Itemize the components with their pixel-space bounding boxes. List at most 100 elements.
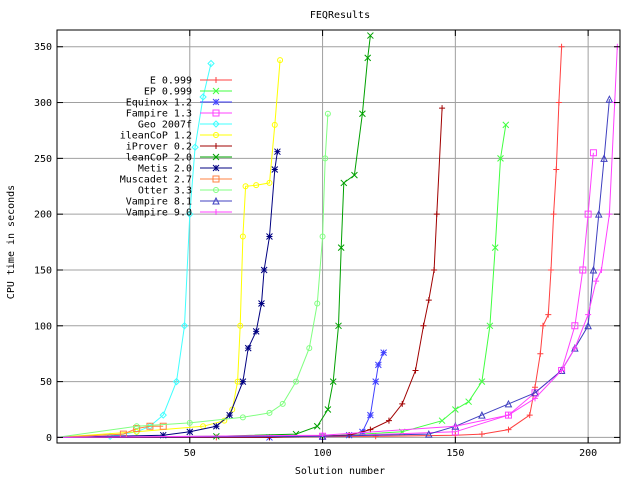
data-point <box>374 361 382 369</box>
y-tick-label: 100 <box>34 321 52 332</box>
data-point <box>322 155 329 162</box>
data-point <box>266 233 273 240</box>
data-point <box>431 266 438 273</box>
legend-label: Vampire 9.0 <box>126 208 192 219</box>
data-point <box>159 422 167 430</box>
legend-entry: Geo 2007f <box>138 120 232 131</box>
data-point <box>584 210 592 218</box>
data-point <box>340 179 348 187</box>
data-point <box>221 417 228 424</box>
data-point <box>539 322 546 329</box>
data-point <box>399 400 406 407</box>
data-point <box>313 422 321 430</box>
data-point <box>505 412 512 419</box>
data-point <box>319 233 326 240</box>
data-point <box>239 414 246 421</box>
data-point <box>212 422 220 430</box>
data-point <box>314 300 321 307</box>
data-point <box>550 211 557 218</box>
legend-entry: Metis 2.0 <box>138 164 232 175</box>
x-tick-label: 200 <box>579 448 597 459</box>
y-tick-label: 300 <box>34 98 52 109</box>
data-point <box>606 211 613 218</box>
data-point <box>260 266 268 274</box>
data-point <box>133 424 141 432</box>
y-tick-label: 50 <box>40 377 52 388</box>
legend-label: EP 0.999 <box>144 87 192 98</box>
data-point <box>277 57 284 64</box>
legend-entry: Muscadet 2.7 <box>120 175 232 186</box>
legend-label: E 0.999 <box>150 76 192 87</box>
data-point <box>486 322 494 330</box>
data-point <box>159 431 167 439</box>
y-axis-label: CPU time in seconds <box>6 185 17 299</box>
data-point <box>199 93 207 101</box>
legend-label: Fampire 1.3 <box>126 109 192 120</box>
legend-entry: Vampire 8.1 <box>126 197 232 208</box>
legend-swatch-marker <box>212 196 220 205</box>
legend-swatch-marker <box>213 209 219 215</box>
legend-label: Otter 3.3 <box>138 186 192 197</box>
data-point <box>412 367 419 374</box>
data-point <box>258 300 265 307</box>
data-point <box>451 406 459 413</box>
chart-title: FEQResults <box>310 10 370 21</box>
data-point <box>293 378 300 385</box>
data-point <box>532 395 539 402</box>
data-point <box>385 417 392 424</box>
data-point <box>553 166 560 173</box>
data-point <box>244 344 252 352</box>
data-point <box>537 350 544 357</box>
data-point <box>252 328 260 335</box>
plot-frame <box>56 29 621 444</box>
legend-entry: ileanCoP 1.2 <box>120 131 232 142</box>
legend-entry: leanCoP 2.0 <box>126 153 232 164</box>
legend-swatch-marker <box>212 175 220 183</box>
series-line <box>56 63 212 438</box>
data-point <box>439 105 446 112</box>
x-tick-label: 50 <box>184 448 196 459</box>
y-tick-label: 150 <box>34 265 52 276</box>
legend-swatch-marker <box>212 120 220 128</box>
data-point <box>526 412 533 419</box>
data-point <box>306 345 313 352</box>
legend-entry: Vampire 9.0 <box>126 208 232 219</box>
data-point <box>372 378 380 385</box>
data-point <box>159 411 167 419</box>
legend-label: ileanCoP 1.2 <box>120 131 192 142</box>
series-layer <box>56 32 621 441</box>
legend-label: iProver 0.2 <box>126 142 192 153</box>
legend-swatch-marker <box>213 132 219 138</box>
data-point <box>364 54 372 62</box>
y-tick-label: 350 <box>34 42 52 53</box>
data-point <box>266 409 273 416</box>
legend-swatch-marker <box>213 143 219 149</box>
legend-label: Geo 2007f <box>138 120 192 131</box>
data-point <box>226 411 233 419</box>
data-point <box>191 143 199 151</box>
data-point <box>274 148 281 156</box>
data-point <box>478 431 485 438</box>
legend-swatch-marker <box>213 77 219 83</box>
data-point <box>239 378 247 385</box>
data-point <box>335 322 342 330</box>
series-10 <box>56 110 331 438</box>
data-point <box>465 398 472 406</box>
legend-entry: iProver 0.2 <box>126 142 232 153</box>
data-point <box>433 211 440 218</box>
data-point <box>600 154 608 162</box>
data-point <box>579 266 587 274</box>
data-point <box>271 166 279 173</box>
series-line <box>56 99 610 438</box>
data-point <box>585 311 592 318</box>
legend-entry: EP 0.999 <box>144 87 232 98</box>
legend-swatch-marker <box>212 164 220 172</box>
data-point <box>491 244 499 252</box>
data-point <box>133 423 140 430</box>
data-point <box>420 322 427 329</box>
data-point <box>271 121 278 128</box>
series-line <box>57 46 563 438</box>
legend-entry: Fampire 1.3 <box>126 109 232 120</box>
data-point <box>279 400 286 407</box>
